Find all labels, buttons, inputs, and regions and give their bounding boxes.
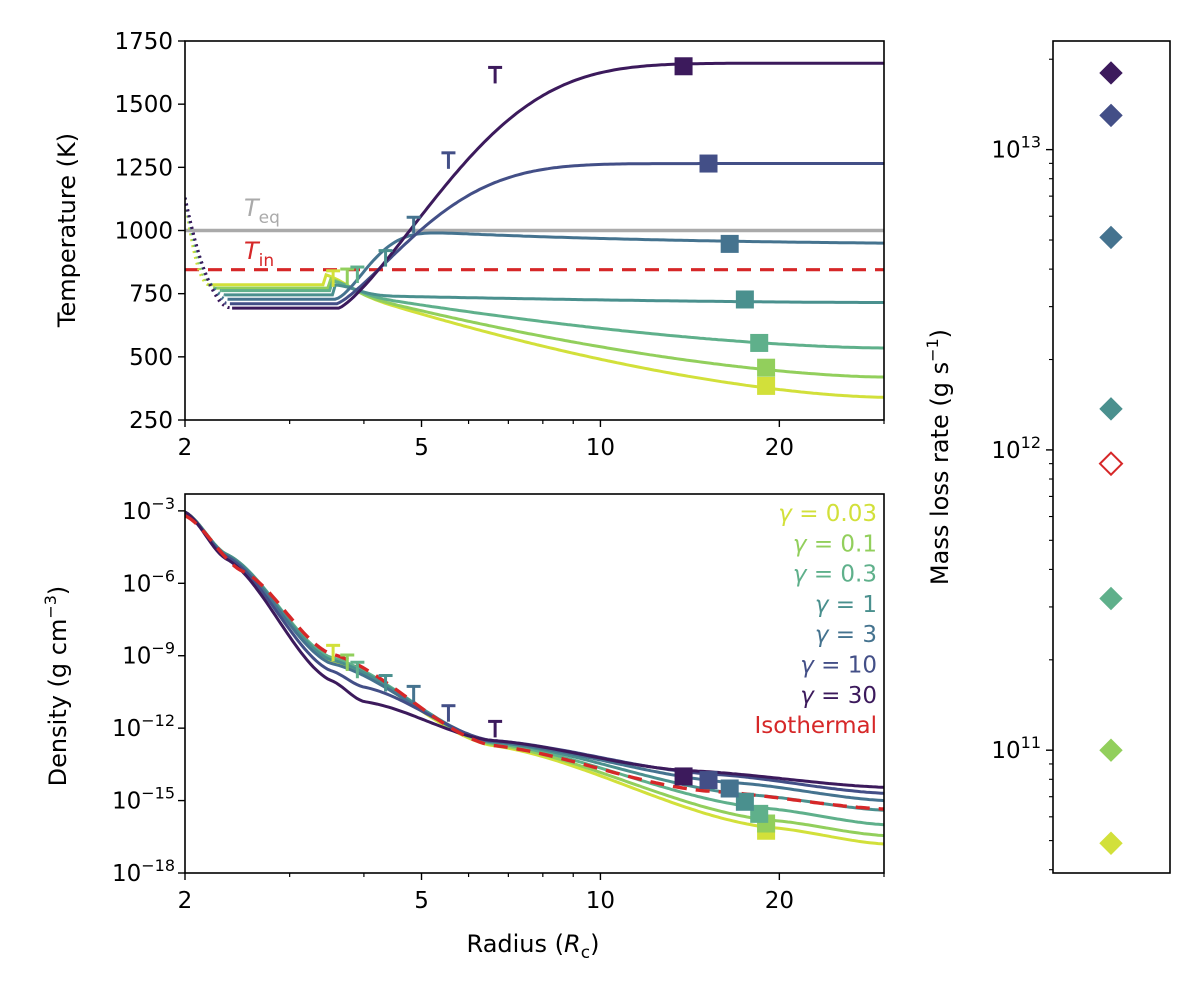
temperature-inner-curve	[185, 197, 222, 293]
massloss-ylabel: Mass loss rate (g s−1)	[923, 329, 954, 585]
density-xtick-label: 10	[586, 888, 615, 914]
tin-annotation: Tin	[244, 237, 274, 271]
temperature-inner-curve	[185, 197, 233, 310]
massloss-frame	[1052, 40, 1171, 874]
temperature-panel: 2 5 10 20 250 500 750 1000 1250 1500 1750 Temperat…	[53, 29, 885, 461]
temperature-curve	[229, 162, 884, 306]
isothermal-density-curve	[185, 514, 884, 811]
legend-entry: γ = 0.1	[793, 531, 877, 557]
exobase-marker	[750, 333, 769, 352]
temperature-curve	[224, 283, 884, 304]
temperature-frame	[184, 40, 885, 421]
density-xlabel: Radius (Rc)	[467, 930, 600, 963]
density-frame	[184, 493, 885, 874]
legend-entry: γ = 3	[815, 622, 877, 648]
density-ylabel: Density (g cm−3)	[41, 586, 72, 787]
temperature-xtick-label: 5	[414, 435, 429, 461]
exobase-marker	[674, 57, 693, 76]
massloss-point	[1099, 61, 1123, 85]
temperature-curve	[227, 231, 884, 301]
density-legend: γ = 0.03 γ = 0.1 γ = 0.3 γ = 1 γ = 3 γ = 10 γ …	[754, 501, 877, 739]
massloss-ytick-label: 1013	[991, 133, 1041, 164]
exobase-marker	[757, 376, 776, 395]
temperature-ytick-label: 1250	[114, 155, 173, 181]
exobase-marker	[757, 358, 776, 377]
legend-entry: Isothermal	[754, 713, 877, 739]
temperature-markers	[326, 57, 776, 395]
massloss-point	[1098, 451, 1124, 477]
density-curve	[185, 510, 884, 803]
exobase-marker	[750, 804, 769, 823]
exobase-marker	[720, 234, 739, 253]
exobase-marker	[735, 290, 754, 309]
massloss-point	[1099, 738, 1123, 762]
temperature-series	[185, 61, 884, 399]
density-xtick-label: 2	[178, 888, 193, 914]
legend-entry: γ = 0.3	[793, 562, 877, 588]
legend-entry: γ = 10	[800, 653, 877, 679]
temperature-ytick-label: 500	[129, 345, 173, 371]
density-ytick-label: 10−12	[112, 711, 175, 742]
density-ytick-label: 10−6	[122, 566, 175, 597]
massloss-ytick-label: 1012	[991, 433, 1041, 464]
density-ytick-label: 10−18	[112, 856, 175, 887]
density-xtick-label: 5	[414, 888, 429, 914]
legend-entry: γ = 30	[800, 683, 877, 709]
density-ticks: 2 5 10 20 10−3 10−6 10−9 10−12 10−15 10−18	[112, 494, 885, 914]
exobase-marker	[674, 767, 693, 786]
temperature-xtick-label: 20	[765, 435, 794, 461]
massloss-points	[1098, 61, 1124, 855]
density-panel: 2 5 10 20 10−3 10−6 10−9 10−12 10−15 10−18 Densit…	[41, 493, 885, 963]
massloss-ytick-label: 1011	[991, 733, 1041, 764]
exobase-marker	[699, 154, 718, 173]
temperature-ticks: 2 5 10 20 250 500 750 1000 1250 1500 1750	[114, 29, 885, 461]
temperature-curve	[232, 61, 884, 310]
massloss-ticks: 1011 1012 1013	[991, 58, 1053, 871]
massloss-point	[1099, 103, 1123, 128]
massloss-point	[1099, 225, 1123, 250]
temperature-ytick-label: 1000	[114, 219, 173, 245]
temperature-xtick-label: 2	[178, 435, 193, 461]
density-markers	[326, 643, 776, 840]
temperature-ytick-label: 1750	[114, 29, 173, 55]
temperature-xtick-label: 10	[586, 435, 615, 461]
density-curve	[185, 510, 884, 789]
exobase-marker	[735, 792, 754, 811]
legend-entry: γ = 1	[815, 592, 877, 618]
density-series	[185, 510, 884, 846]
massloss-point	[1099, 586, 1123, 611]
massloss-point	[1099, 831, 1123, 855]
density-xtick-label: 20	[765, 888, 794, 914]
teq-annotation: Teq	[244, 194, 280, 228]
temperature-ytick-label: 1500	[114, 92, 173, 118]
temperature-curve	[221, 279, 884, 350]
density-ytick-label: 10−15	[112, 784, 175, 815]
exobase-marker	[720, 779, 739, 798]
temperature-ylabel: Temperature (K)	[53, 133, 81, 328]
density-curve	[185, 510, 884, 812]
massloss-point	[1099, 397, 1123, 421]
density-ytick-label: 10−9	[122, 639, 175, 670]
legend-entry: γ = 0.03	[778, 501, 877, 527]
temperature-ytick-label: 750	[129, 282, 173, 308]
density-curve	[185, 510, 884, 846]
exobase-marker	[699, 771, 718, 790]
temperature-ytick-label: 250	[129, 408, 173, 434]
density-ytick-label: 10−3	[122, 494, 175, 525]
massloss-panel: 1011 1012 1013 Mass loss rate (g s−1)	[923, 40, 1171, 874]
temperature-reference-lines	[185, 228, 884, 272]
